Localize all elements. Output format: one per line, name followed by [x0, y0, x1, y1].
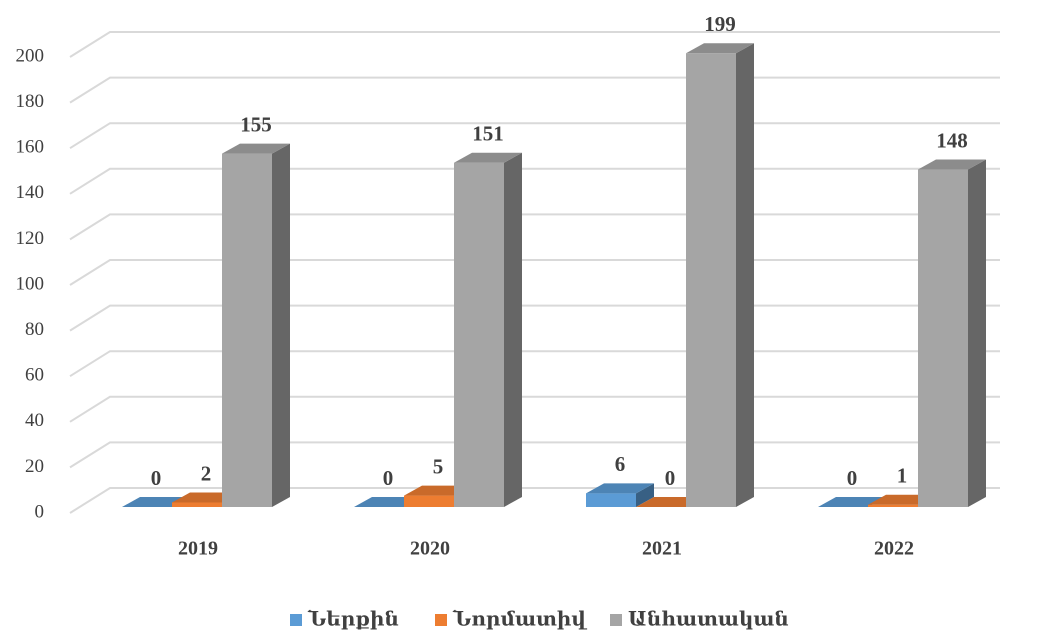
y-tick-label: 200 — [16, 45, 45, 66]
data-label: 0 — [151, 466, 162, 490]
grid-line — [69, 76, 1000, 104]
x-tick-label: 2022 — [874, 538, 914, 560]
legend-label: Անհատական — [628, 609, 789, 631]
legend-label: Ներքին — [307, 609, 399, 631]
bar-front — [454, 162, 504, 507]
y-tick-label: 20 — [25, 456, 44, 477]
y-tick-label: 40 — [25, 410, 44, 431]
bar-top — [918, 159, 986, 170]
y-tick-label: 80 — [25, 319, 44, 340]
bar-side — [736, 43, 754, 507]
data-label: 1 — [897, 464, 908, 488]
bar-top — [454, 152, 522, 163]
grid-line — [69, 395, 1000, 423]
data-label: 6 — [615, 452, 626, 476]
bar-front — [918, 169, 968, 507]
y-tick-label: 180 — [16, 91, 45, 112]
data-label: 0 — [847, 466, 858, 490]
data-label: 151 — [472, 122, 504, 146]
y-tick-label: 140 — [16, 182, 45, 203]
legend-label: Նորմատիվ — [452, 609, 587, 631]
data-label: 5 — [433, 454, 444, 478]
grid-line — [69, 350, 1000, 378]
bar-front — [404, 495, 454, 507]
x-tick-label: 2019 — [178, 538, 218, 560]
grid-line — [69, 213, 1000, 241]
bar-front — [222, 153, 272, 507]
bar-top — [686, 43, 754, 54]
bar-side — [504, 152, 522, 507]
bar — [454, 152, 522, 507]
bar-front — [686, 53, 736, 507]
bar-front — [586, 493, 636, 507]
grid-line — [69, 122, 1000, 150]
grid-line — [69, 259, 1000, 286]
bar-side — [968, 159, 986, 507]
data-label: 155 — [240, 112, 272, 136]
bar — [686, 43, 754, 507]
bar-side — [272, 143, 290, 507]
data-label: 148 — [936, 128, 968, 152]
y-tick-label: 0 — [35, 501, 45, 522]
x-tick-label: 2021 — [642, 538, 682, 560]
x-tick-label: 2020 — [410, 538, 450, 560]
grid-line — [69, 167, 1000, 195]
bar-side — [636, 483, 654, 507]
bar-front — [172, 502, 222, 507]
legend-swatch — [610, 614, 622, 626]
bar-top — [586, 483, 654, 494]
data-label: 199 — [704, 12, 736, 36]
y-tick-label: 100 — [16, 273, 45, 294]
y-tick-label: 160 — [16, 137, 45, 158]
bar — [918, 159, 986, 507]
bar-top — [222, 143, 290, 154]
legend-swatch — [435, 614, 447, 626]
data-label: 0 — [383, 466, 394, 490]
y-tick-label: 120 — [16, 228, 45, 249]
bar-front — [868, 504, 918, 507]
data-label: 0 — [665, 466, 676, 490]
legend-swatch — [290, 614, 302, 626]
grid-line — [69, 31, 1000, 58]
bar — [586, 483, 654, 507]
bar — [222, 143, 290, 507]
grid-line — [69, 304, 1000, 332]
data-label: 2 — [201, 461, 212, 485]
y-tick-label: 60 — [25, 365, 44, 386]
